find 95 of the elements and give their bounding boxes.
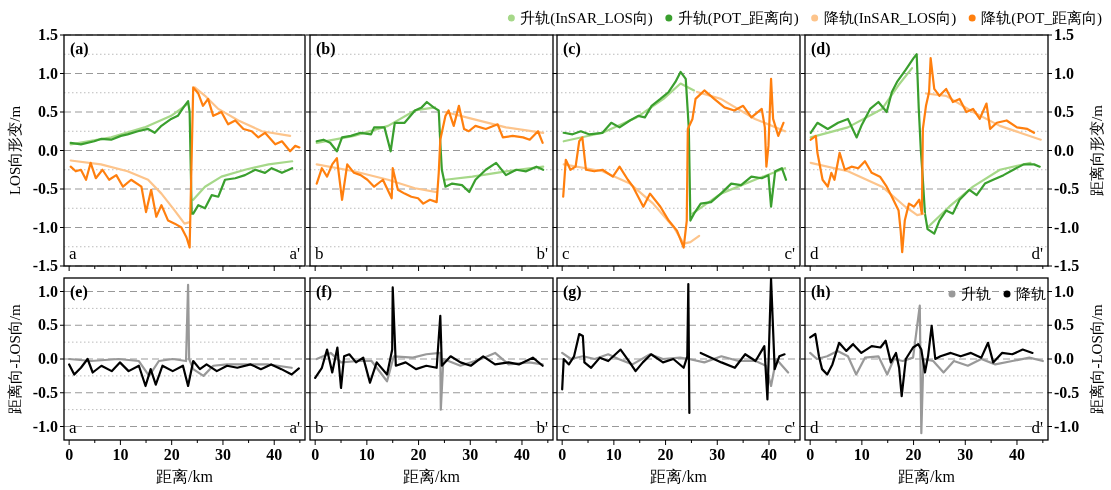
x-tick-label: 40	[1008, 446, 1025, 463]
x-tick-label: 0	[806, 446, 815, 463]
annotation: d'	[1031, 244, 1043, 263]
chart-title: (g)	[563, 283, 582, 301]
line-series	[809, 161, 926, 217]
x-axis-title: 距离/km	[156, 468, 214, 485]
annotation: a'	[289, 244, 300, 263]
annotation: b'	[536, 418, 548, 437]
y-tick-label: 1.5	[38, 26, 58, 43]
x-tick-label: 20	[410, 446, 427, 463]
x-axis-title: 距离/km	[898, 468, 956, 485]
x-tick-label: 40	[266, 446, 283, 463]
chart-title: (h)	[811, 283, 831, 301]
annotation: a	[69, 418, 77, 437]
text: -1.0	[1054, 417, 1080, 435]
annotation: c	[562, 244, 570, 263]
annotation: b	[315, 244, 324, 263]
line-series	[68, 357, 300, 388]
x-axis-title: 距离/km	[403, 468, 461, 485]
text: 0.0	[1054, 141, 1074, 159]
x-tick-label: 20	[163, 446, 180, 463]
x-tick-label: 30	[462, 446, 479, 463]
legend-label: 降轨(InSAR_LOS向)	[823, 10, 957, 27]
x-tick-label: 0	[65, 446, 74, 463]
x-tick-label: 0	[558, 446, 567, 463]
chart-title: (f)	[316, 283, 332, 301]
line-series	[69, 100, 294, 215]
y-tick-label: 1.0	[38, 282, 58, 300]
y-axis-title: 距离向-LOS向/m	[7, 304, 23, 414]
line-series	[809, 304, 1044, 435]
y2-axis-title: 距离向-LOS向/m	[1089, 304, 1105, 414]
y2-axis-title: 距离向形变/m	[1089, 104, 1105, 196]
annotation: b'	[536, 244, 548, 263]
legend-label: 降轨(POT_距离向)	[981, 10, 1102, 27]
text: -0.5	[1054, 383, 1080, 401]
x-tick-label: 30	[957, 446, 974, 463]
y-tick-label: -0.5	[32, 383, 58, 401]
annotation: d	[810, 244, 819, 263]
text: 0.0	[1054, 350, 1074, 367]
x-tick-label: 0	[311, 446, 320, 463]
y-tick-label: 0.5	[38, 103, 58, 120]
x-tick-label: 20	[905, 446, 922, 463]
annotation: c	[562, 418, 570, 437]
text: 1.0	[1054, 282, 1074, 300]
x-tick-label: 30	[214, 446, 231, 463]
annotation: a'	[289, 418, 300, 437]
x-tick-label: 20	[657, 446, 674, 463]
text: -0.5	[1054, 180, 1080, 197]
annotation: d'	[1031, 418, 1043, 437]
x-tick-label: 40	[513, 446, 530, 463]
y-tick-label: -1.0	[32, 218, 58, 236]
line-series	[69, 159, 191, 225]
y-tick-label: 0.5	[38, 316, 58, 334]
text: 0.5	[1054, 316, 1074, 334]
x-tick-label: 40	[760, 446, 777, 463]
text: -1.0	[1054, 218, 1080, 236]
annotation: d	[810, 418, 819, 437]
line-series	[924, 92, 1042, 141]
line-series	[809, 324, 1034, 398]
line-series	[69, 102, 190, 146]
text: -1.5	[1054, 257, 1080, 274]
x-tick-label: 10	[853, 446, 870, 463]
annotation: b	[315, 418, 324, 437]
x-axis-title: 距离/km	[650, 468, 708, 485]
x-tick-label: 10	[358, 446, 375, 463]
line-series	[809, 67, 914, 139]
chart-title: (b)	[316, 40, 336, 58]
legend-label: 升轨(InSAR_LOS向)	[520, 10, 653, 27]
legend-label: 升轨(POT_距离向)	[677, 10, 799, 27]
text: 1.0	[1054, 64, 1074, 82]
legend-label: 升轨	[961, 286, 991, 302]
chart-title: (e)	[70, 283, 88, 301]
y-tick-label: 0.0	[38, 350, 58, 367]
y-axis-title: LOS向形变/m	[7, 105, 23, 196]
x-tick-label: 10	[112, 446, 129, 463]
x-tick-label: 30	[709, 446, 726, 463]
chart-title: (c)	[563, 40, 581, 58]
x-tick-label: 10	[605, 446, 622, 463]
y-tick-label: 1.0	[38, 64, 58, 82]
y-tick-label: 0.0	[38, 141, 58, 159]
y-tick-label: -0.5	[32, 180, 58, 197]
text: 1.5	[1054, 26, 1074, 43]
chart-title: (a)	[70, 40, 89, 58]
y-tick-label: -1.5	[32, 257, 58, 274]
legend-label: 降轨	[1016, 286, 1046, 302]
annotation: c'	[784, 244, 795, 263]
y-tick-label: -1.0	[32, 417, 58, 435]
chart-title: (d)	[811, 40, 831, 58]
line-series	[69, 86, 301, 249]
annotation: a	[69, 244, 77, 263]
line-series	[926, 161, 1032, 229]
line-series	[192, 160, 294, 201]
annotation: c'	[784, 418, 795, 437]
text: 0.5	[1054, 103, 1074, 120]
line-series	[193, 86, 292, 137]
